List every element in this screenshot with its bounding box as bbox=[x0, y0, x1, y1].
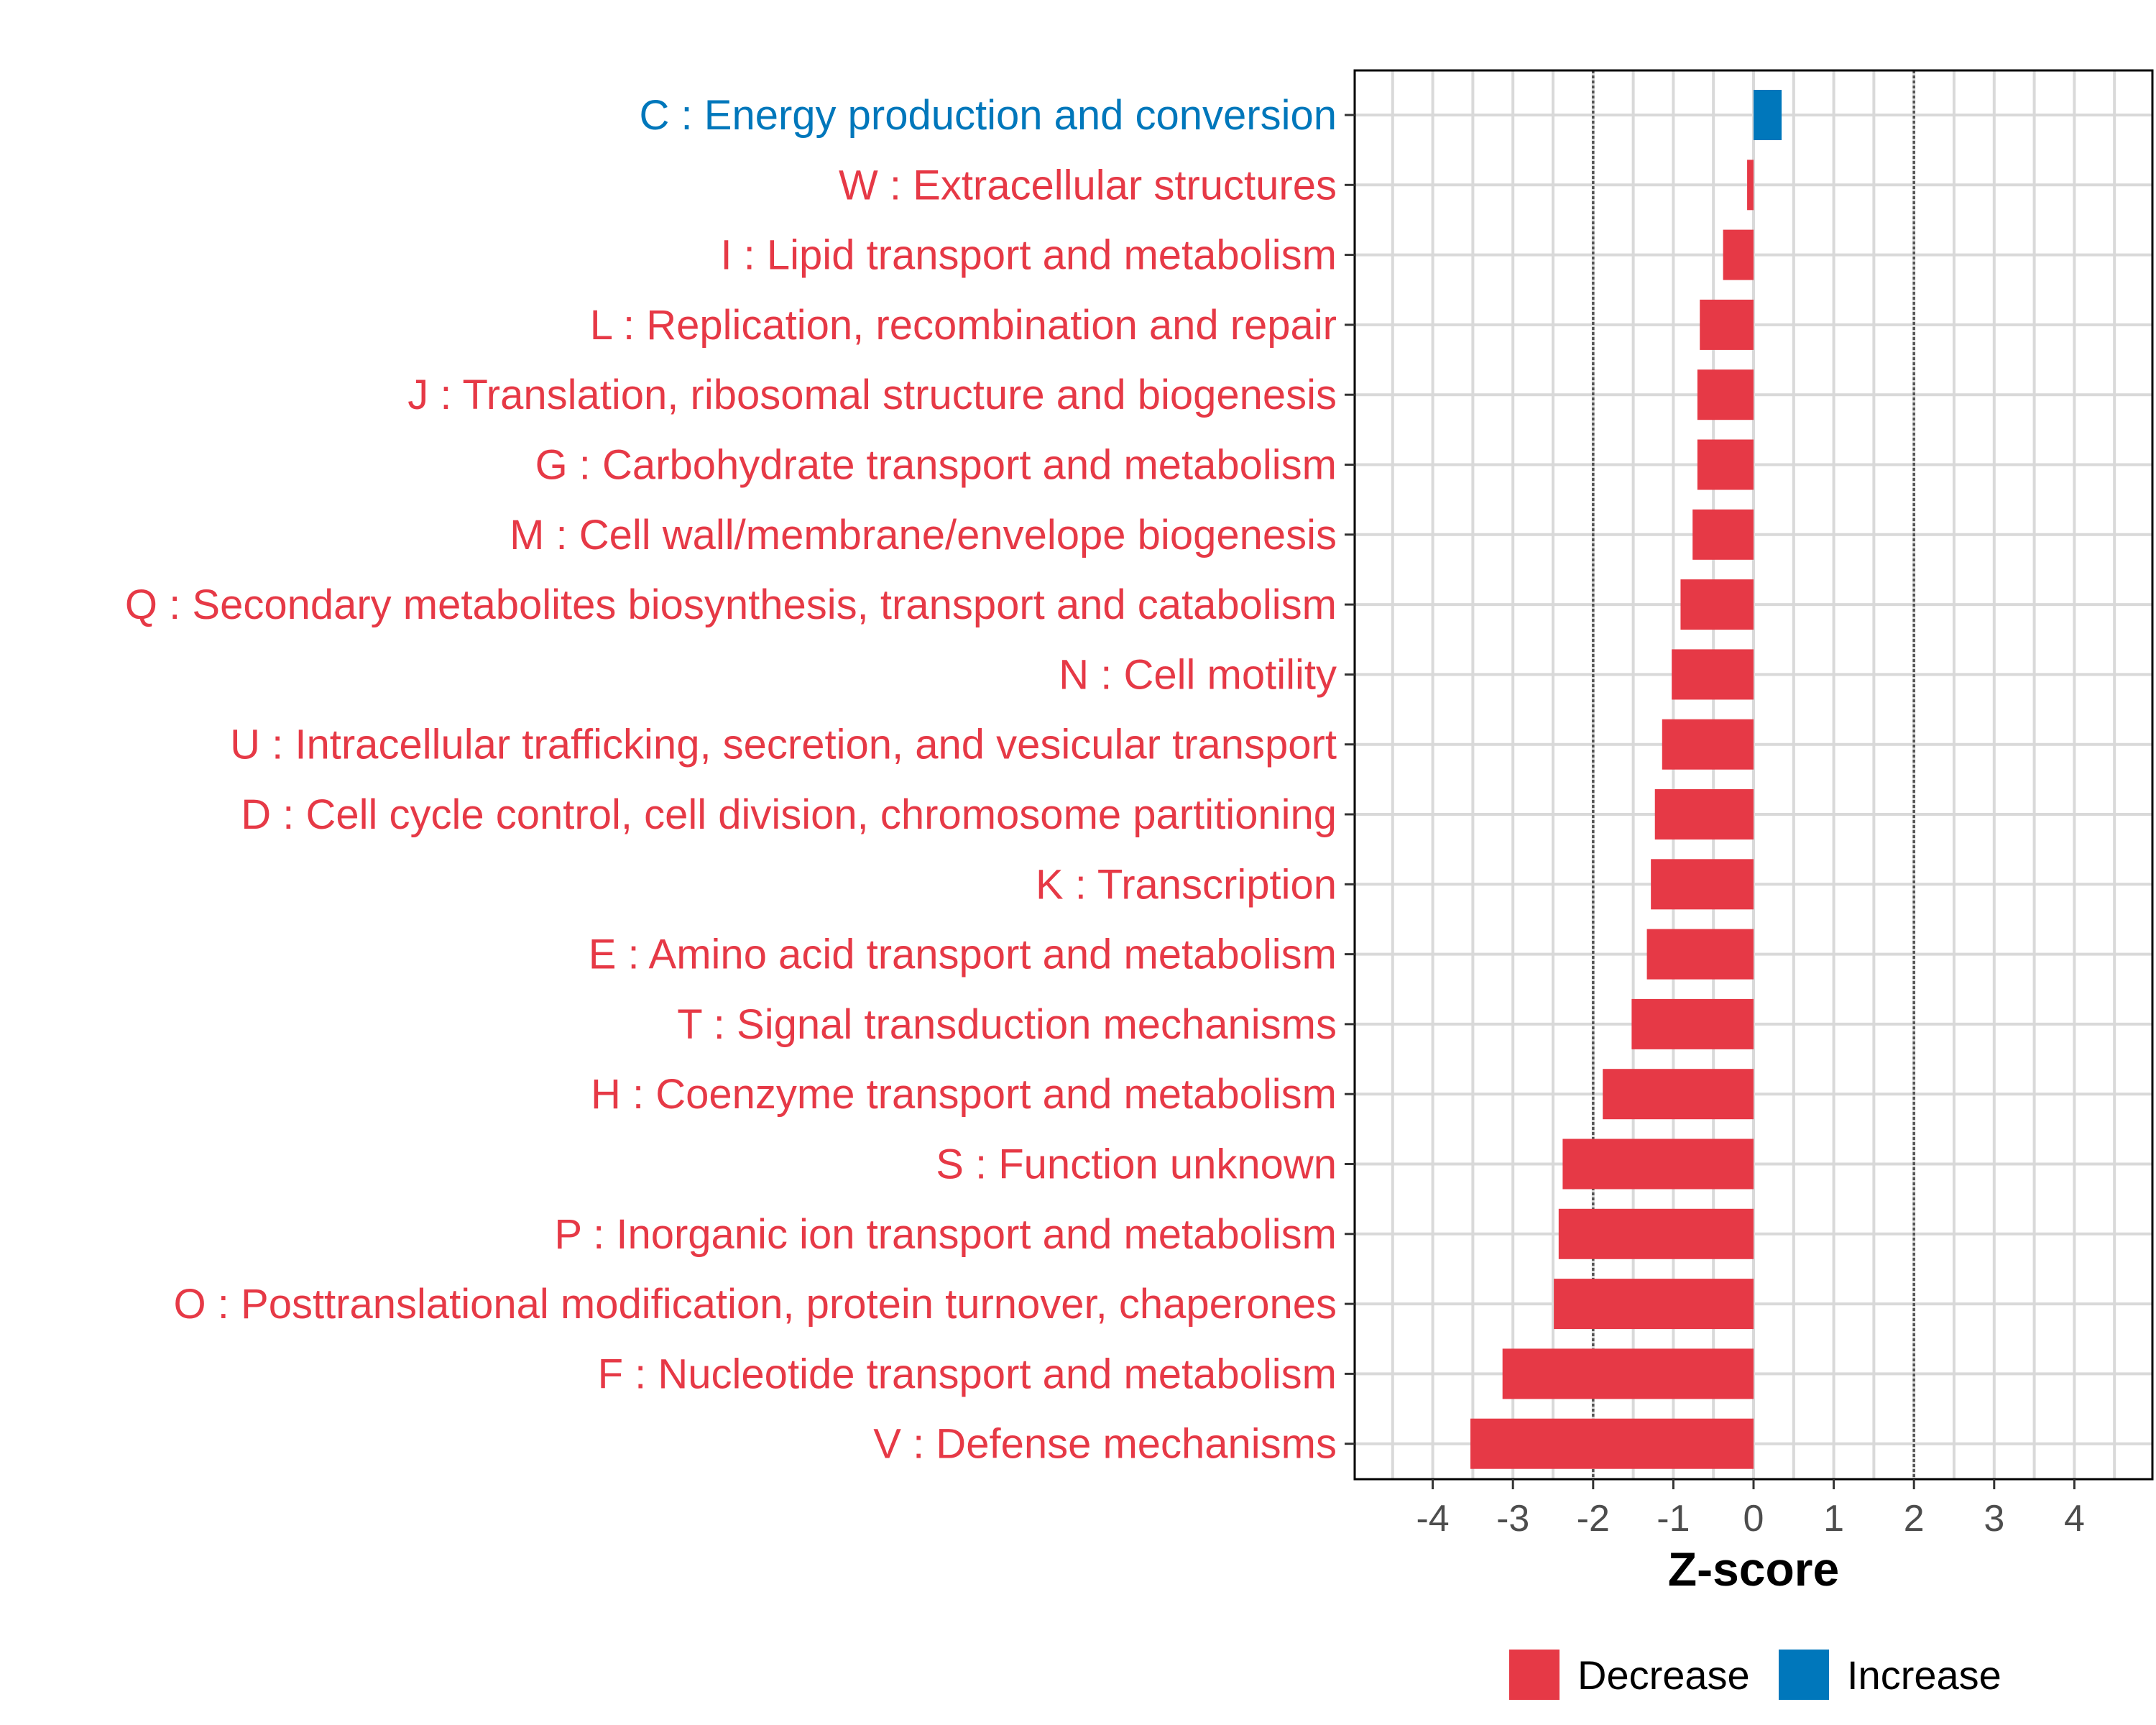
legend: Decrease Increase bbox=[1509, 1650, 2001, 1700]
category-label: K : Transcription bbox=[1036, 861, 1337, 908]
legend-key bbox=[1779, 1650, 1829, 1700]
bar bbox=[1654, 789, 1754, 840]
category-label: C : Energy production and conversion bbox=[640, 92, 1337, 139]
legend-label: Increase bbox=[1847, 1652, 2001, 1698]
x-axis-ticks: -4 -3 -2 -1 0 1 2 3 4 bbox=[1416, 1479, 2085, 1540]
category-label: D : Cell cycle control, cell division, c… bbox=[241, 791, 1337, 838]
bar bbox=[1700, 299, 1754, 350]
x-tick-label: -3 bbox=[1496, 1498, 1529, 1540]
legend-key bbox=[1509, 1650, 1560, 1700]
x-tick-label: 3 bbox=[1984, 1498, 2004, 1540]
category-label: L : Replication, recombination and repai… bbox=[590, 302, 1337, 349]
bar bbox=[1697, 369, 1754, 420]
category-label: O : Posttranslational modification, prot… bbox=[174, 1281, 1337, 1328]
category-label: U : Intracellular trafficking, secretion… bbox=[230, 722, 1337, 768]
category-labels: C : Energy production and conversion W : … bbox=[125, 92, 1337, 1468]
bar bbox=[1651, 859, 1754, 910]
bar bbox=[1672, 649, 1754, 700]
x-tick-label: 4 bbox=[2064, 1498, 2085, 1540]
bar bbox=[1680, 579, 1754, 630]
category-label: M : Cell wall/membrane/envelope biogenes… bbox=[510, 512, 1337, 558]
x-tick-label: 0 bbox=[1743, 1498, 1764, 1540]
bars bbox=[1470, 90, 1782, 1469]
category-label: J : Translation, ribosomal structure and… bbox=[407, 372, 1337, 418]
bar bbox=[1646, 929, 1754, 980]
x-tick-label: 1 bbox=[1823, 1498, 1844, 1540]
category-label: Q : Secondary metabolites biosynthesis, … bbox=[125, 581, 1337, 628]
bar bbox=[1747, 160, 1754, 211]
bar bbox=[1554, 1279, 1754, 1330]
category-label: T : Signal transduction mechanisms bbox=[677, 1001, 1337, 1048]
bar bbox=[1631, 998, 1754, 1049]
category-label: F : Nucleotide transport and metabolism bbox=[598, 1351, 1337, 1397]
x-tick-label: 2 bbox=[1904, 1498, 1925, 1540]
bar bbox=[1662, 719, 1754, 770]
category-label: W : Extracellular structures bbox=[839, 162, 1337, 208]
x-tick-label: -4 bbox=[1416, 1498, 1449, 1540]
bar bbox=[1754, 90, 1782, 140]
bar bbox=[1692, 509, 1754, 560]
legend-label: Decrease bbox=[1577, 1652, 1750, 1698]
category-label: I : Lipid transport and metabolism bbox=[720, 232, 1337, 279]
bar bbox=[1603, 1069, 1754, 1120]
bar bbox=[1723, 229, 1754, 280]
x-tick-label: -2 bbox=[1577, 1498, 1610, 1540]
bar bbox=[1562, 1138, 1754, 1190]
category-label: H : Coenzyme transport and metabolism bbox=[591, 1071, 1337, 1118]
category-label: V : Defense mechanisms bbox=[873, 1421, 1337, 1468]
bar bbox=[1558, 1208, 1754, 1259]
y-axis-ticks bbox=[1345, 114, 1355, 1445]
grid-layer bbox=[1355, 70, 2152, 1479]
bar bbox=[1502, 1348, 1754, 1399]
category-label: N : Cell motility bbox=[1059, 651, 1337, 698]
category-label: G : Carbohydrate transport and metabolis… bbox=[535, 442, 1337, 489]
bar bbox=[1697, 439, 1754, 490]
x-tick-label: -1 bbox=[1657, 1498, 1690, 1540]
x-axis-title: Z-score bbox=[1668, 1542, 1839, 1596]
category-label: P : Inorganic ion transport and metaboli… bbox=[554, 1211, 1337, 1258]
bar bbox=[1470, 1418, 1754, 1469]
category-label: S : Function unknown bbox=[936, 1141, 1337, 1188]
category-label: E : Amino acid transport and metabolism bbox=[589, 932, 1337, 978]
